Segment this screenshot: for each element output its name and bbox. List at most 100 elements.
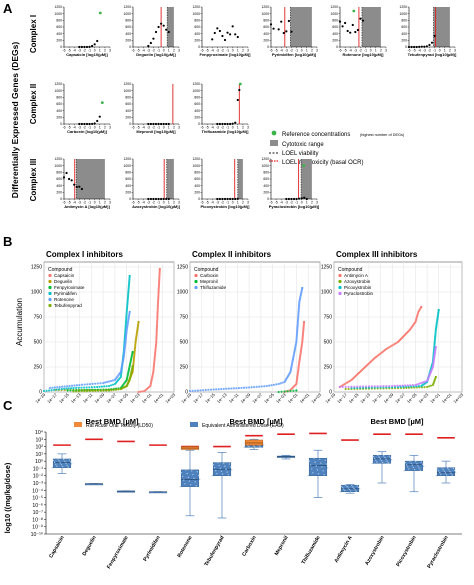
- ead-point: [326, 467, 329, 469]
- x-tick-label: 0: [439, 49, 441, 53]
- y-tick-label: 1200: [54, 5, 62, 9]
- ead-point: [323, 474, 325, 476]
- legend-title: Compound: [194, 267, 219, 273]
- series-point: [77, 390, 81, 393]
- deg-point: [216, 122, 219, 126]
- x-axis-label: Azoxystrobin [log10(µM)]: [132, 204, 181, 209]
- series-point: [194, 389, 197, 392]
- ead-point: [196, 471, 199, 473]
- x-tick-label: -4: [211, 49, 214, 53]
- series-point: [103, 381, 107, 384]
- deg-point: [218, 122, 221, 126]
- ead-point: [65, 462, 67, 465]
- deg-point: [221, 34, 224, 38]
- x-axis-label: Antimycin A [log10(µM)]: [64, 204, 110, 209]
- series-point: [60, 387, 63, 391]
- legend-ld50-swatch: [74, 422, 82, 427]
- deg-point: [96, 39, 99, 43]
- x-tick-label: 1e+03: [452, 392, 464, 404]
- deg-point: [231, 122, 234, 125]
- series-point: [45, 389, 48, 392]
- deg-point: [162, 24, 165, 27]
- deg-point: [167, 122, 170, 126]
- panel-title: Complex I inhibitors: [46, 250, 123, 259]
- panel-b-xlabel-1: Best BMD [µM]: [85, 417, 139, 426]
- x-tick-label: 1e−13: [70, 392, 82, 404]
- ead-point: [181, 475, 184, 478]
- ead-point: [320, 462, 322, 464]
- y-tick-label: 0: [329, 390, 332, 396]
- series-point: [99, 382, 102, 385]
- x-tick-label: -2: [152, 201, 155, 205]
- ead-point: [319, 458, 321, 460]
- ead-point: [353, 487, 355, 490]
- panel-c-ylabel: log10 ((mg/kg/dose): [3, 462, 12, 533]
- series-point: [66, 389, 69, 392]
- series-point: [302, 320, 306, 324]
- ead-point: [219, 467, 221, 470]
- x-axis-label: Picoxystrobin [log10(µM)]: [201, 204, 251, 209]
- series-point: [225, 387, 228, 390]
- series-point: [48, 386, 52, 390]
- x-tick-label: 1: [237, 49, 239, 53]
- y-tick-label: 200: [125, 191, 131, 195]
- reference-point: [302, 164, 306, 168]
- ead-point: [387, 462, 389, 464]
- series-point: [111, 383, 115, 386]
- cytotoxic-range: [237, 159, 243, 199]
- deg-point: [344, 21, 347, 25]
- deg-point: [211, 38, 214, 41]
- category-antimycin-a: Antimycin A: [333, 439, 361, 564]
- deg-point: [290, 30, 293, 33]
- y-tick-label: 1000: [192, 89, 200, 93]
- series-point: [141, 390, 144, 393]
- series-point: [265, 384, 268, 388]
- series-point: [268, 384, 271, 387]
- series-point: [131, 350, 134, 354]
- ead-point: [410, 462, 412, 464]
- x-axis-label: Mepronil [log10(µM)]: [136, 129, 176, 134]
- x-tick-label: -1: [433, 49, 436, 53]
- series-point: [235, 387, 238, 390]
- series-point: [370, 385, 373, 388]
- x-axis-label: Rotenone [log10(µM)]: [343, 52, 385, 57]
- x-tick-label: 1: [237, 201, 239, 205]
- x-tick-label: -6: [407, 49, 410, 53]
- deg-point: [341, 25, 344, 28]
- legend-marker: [48, 279, 52, 284]
- ead-point: [229, 466, 232, 468]
- x-tick-label: 1: [99, 49, 101, 53]
- series-point: [356, 385, 359, 388]
- plot-frame: [333, 261, 463, 393]
- category-label: Thifluzamide: [301, 535, 322, 566]
- x-tick-label: 1e−11: [228, 392, 240, 404]
- y-tick-label: 10⁻⁵: [32, 496, 43, 502]
- x-tick-label: 1e−11: [82, 392, 94, 404]
- deg-point: [226, 31, 229, 34]
- y-tick-label: 1200: [261, 5, 269, 9]
- category-label: Azoxystrobin: [364, 535, 386, 566]
- legend-ead-label: Equivalent Administered Dose (EAD): [202, 423, 284, 429]
- deg-point: [236, 197, 239, 200]
- ead-point: [224, 465, 226, 467]
- series-point: [158, 267, 161, 271]
- deg-point: [78, 185, 81, 188]
- ead-point: [349, 490, 352, 492]
- reference-point: [100, 101, 104, 105]
- y-tick-label: 1200: [192, 5, 200, 9]
- series-point: [94, 382, 97, 385]
- ead-point: [411, 464, 413, 467]
- series-point: [393, 384, 396, 387]
- ead-point: [418, 467, 420, 469]
- x-tick-label: -6: [131, 49, 134, 53]
- x-tick-label: 1e−01: [429, 392, 441, 404]
- y-tick-label: 200: [332, 39, 338, 43]
- ead-point: [356, 485, 359, 487]
- series-point: [96, 382, 99, 385]
- x-tick-label: -3: [216, 49, 219, 53]
- y-tick-label: 1250: [321, 265, 332, 271]
- deg-point: [229, 197, 232, 201]
- ead-point: [355, 490, 357, 493]
